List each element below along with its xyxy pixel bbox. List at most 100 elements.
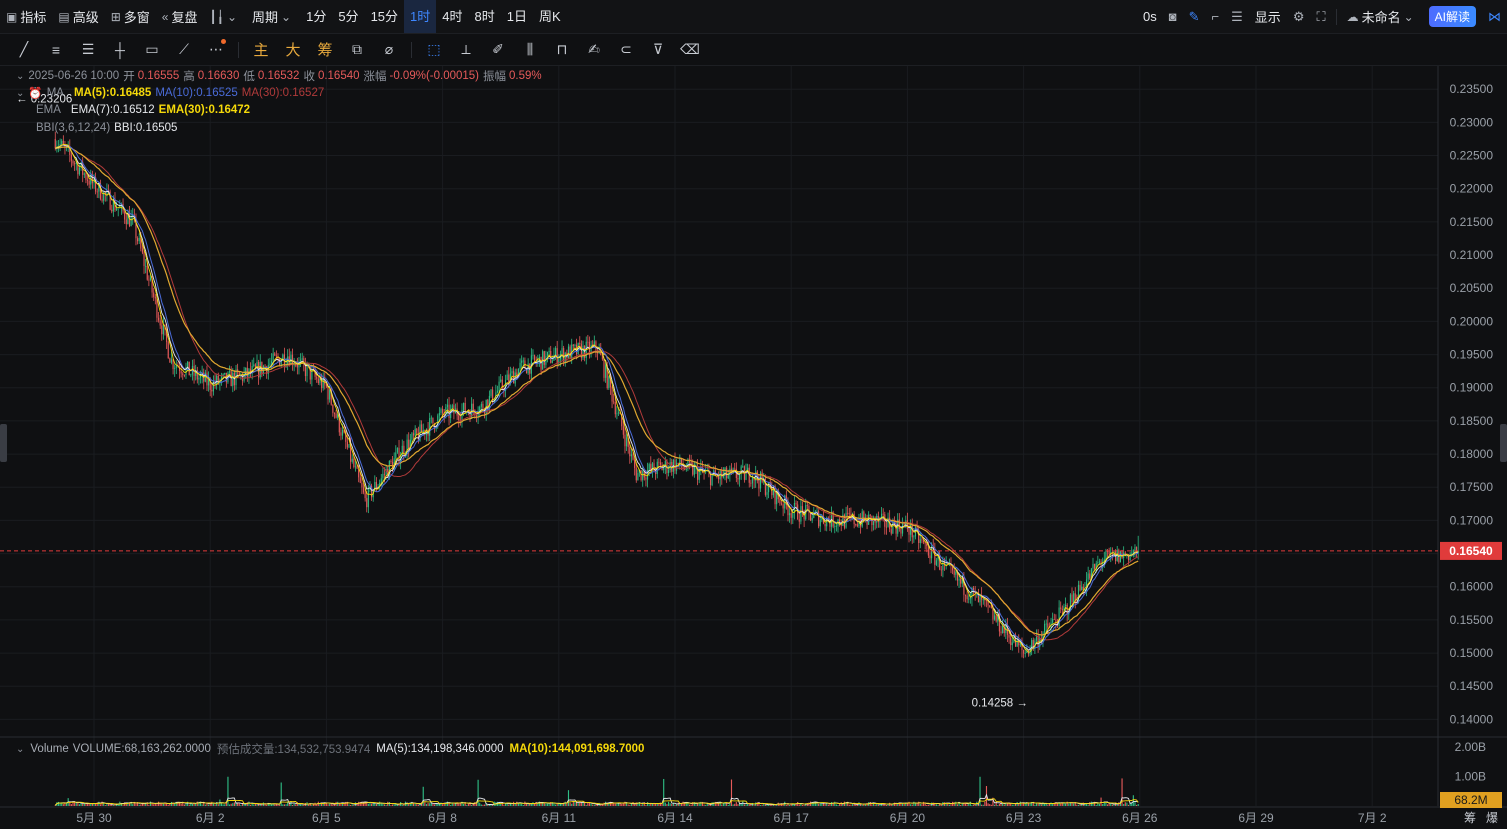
candle-body [320, 378, 323, 389]
period-tab-2[interactable]: 15分 [370, 9, 399, 24]
volume-bar [906, 802, 908, 806]
chips-button[interactable]: 筹 [317, 42, 333, 59]
right-button-1[interactable]: 爆 [1486, 811, 1498, 825]
volume-bar [74, 801, 76, 806]
collapse-icon[interactable]: ⌄ [16, 87, 25, 99]
magnet-icon[interactable]: ⊂ [620, 41, 632, 57]
volume-bar [651, 802, 653, 806]
volume-bar [330, 803, 332, 806]
advanced-button[interactable]: ▤ 高级 [58, 9, 99, 26]
chart-type-dropdown[interactable]: ┃╽ ⌄ [204, 0, 247, 33]
ohlc-legend: ⌄ 2025-06-26 10:00 开 0.16555 高 0.16630 低 0.… [16, 70, 542, 83]
period-tab-1[interactable]: 5分 [338, 9, 359, 24]
erase-drawing-icon[interactable]: ⌀ [384, 41, 394, 57]
period-tab-7[interactable]: 周K [538, 9, 561, 24]
candle-body [732, 468, 734, 471]
candle-body [516, 372, 518, 378]
volume-bar [803, 804, 805, 806]
candle-body [253, 364, 255, 367]
filter-icon[interactable]: ⊽ [652, 41, 664, 57]
fullscreen-icon[interactable]: ⛶ [1316, 8, 1326, 24]
volume-ma10: MA(10):144,091,698.7000 [509, 743, 645, 755]
volume-bar [454, 802, 457, 806]
layout-dropdown[interactable]: ☁ 未命名 ⌄ [1346, 9, 1414, 26]
collapse-icon[interactable]: ⌄ [16, 743, 25, 755]
candle-body [270, 360, 273, 364]
cursor-select-icon[interactable]: ⬚ [427, 41, 441, 57]
period-tab-6[interactable]: 1日 [506, 9, 527, 24]
period-dropdown[interactable]: 周期 ⌄ [252, 9, 292, 26]
volume-bar [188, 804, 190, 806]
candle-body [1105, 551, 1107, 560]
ma5-value: MA(5):0.16485 [73, 87, 152, 99]
candle-body [1042, 632, 1044, 641]
compare-icon[interactable]: ⧉ [352, 41, 362, 57]
period-tab-5[interactable]: 8时 [474, 9, 495, 24]
alarm-icon[interactable]: ⏰ [28, 88, 43, 100]
left-panel-handle[interactable] [0, 424, 7, 462]
period-tab-3[interactable]: 1时 [404, 0, 437, 33]
candle-body [304, 364, 306, 377]
cloud-icon: ☁ [1346, 9, 1359, 24]
ai-interpret-button[interactable]: AI解读 [1428, 6, 1476, 27]
candle-body [968, 598, 970, 600]
volume-bar [1085, 803, 1088, 806]
replay-button[interactable]: «复盘 [161, 9, 198, 26]
candle-body [90, 174, 92, 185]
list-settings-icon[interactable]: ☰ [1231, 8, 1243, 24]
measure-icon[interactable]: ⟋ [179, 41, 189, 57]
brush-icon[interactable]: ✐ [492, 41, 504, 57]
right-button-0[interactable]: 筹 [1464, 811, 1476, 825]
big-order-button[interactable]: 大 [285, 42, 301, 59]
trash-icon[interactable]: ⌫ [680, 41, 700, 57]
candle-body [774, 486, 776, 505]
parallel-channel-icon[interactable]: ≡ [51, 41, 61, 58]
indicators-button[interactable]: ▣ 指标 [6, 9, 47, 26]
gear-icon[interactable]: ⚙ [1292, 8, 1305, 24]
pattern-icon[interactable]: ⫼ [526, 41, 534, 57]
pencil-icon[interactable]: ✎ [1188, 8, 1200, 24]
volume-bar [156, 804, 158, 806]
crop-icon[interactable]: ⌐ [1211, 9, 1220, 24]
candle-body [890, 529, 892, 534]
collapse-icon[interactable]: ⌄ [16, 70, 25, 82]
candle-body [869, 514, 871, 516]
candle-body [341, 430, 344, 436]
trend-line-icon[interactable]: ╱ [19, 41, 29, 57]
camera-icon[interactable]: ◙ [1168, 9, 1177, 24]
ma10-line [55, 144, 1139, 650]
candle-body [613, 401, 615, 403]
right-panel-handle[interactable] [1500, 424, 1507, 462]
candle-body [911, 523, 913, 538]
fib-lines-icon[interactable]: ☰ [81, 41, 95, 57]
candle-body [162, 324, 164, 335]
volume-bar [732, 804, 734, 806]
lock-icon[interactable]: ⊓ [556, 41, 568, 57]
horizontal-line-icon[interactable]: ┼ [115, 41, 125, 58]
share-icon[interactable]: ⋈ [1488, 8, 1501, 24]
candle-body [70, 154, 72, 161]
note-icon[interactable]: ✍ [588, 41, 600, 57]
volume-bar [82, 803, 84, 806]
more-tools-icon[interactable]: ⋯ [200, 39, 232, 58]
volume-bar [1064, 803, 1067, 806]
volume-bar [477, 779, 479, 806]
main-force-button[interactable]: 主 [253, 42, 269, 59]
volume-bar [1136, 804, 1138, 806]
rectangle-icon[interactable]: ▭ [145, 41, 159, 57]
volume-bar [430, 802, 432, 806]
volume-bar [1116, 803, 1118, 806]
ruler-icon[interactable]: ⟂ [461, 41, 471, 57]
volume-bar [161, 803, 163, 806]
candle-body [856, 524, 858, 527]
volume-bar [395, 802, 397, 806]
volume-bar [483, 804, 486, 806]
candle-body [361, 482, 363, 488]
display-button[interactable]: 显示 [1254, 10, 1281, 25]
period-tab-4[interactable]: 4时 [442, 9, 463, 24]
volume-bar [1040, 804, 1042, 806]
multi-window-button[interactable]: ⊞ 多窗 [110, 9, 150, 26]
volume-bar [790, 803, 792, 806]
period-tab-0[interactable]: 1分 [306, 9, 327, 24]
